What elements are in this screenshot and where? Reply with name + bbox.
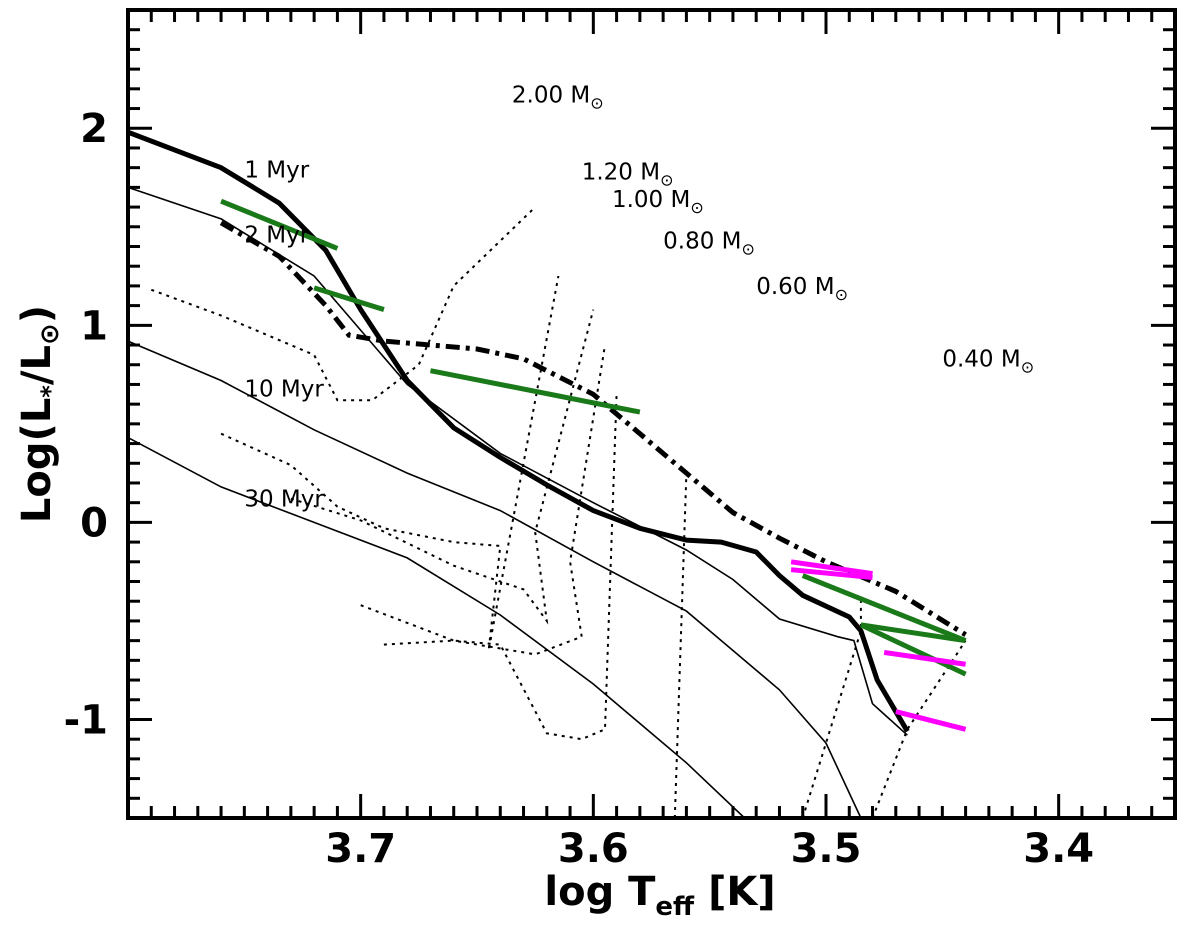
mass-label: 1.00 M⊙ xyxy=(612,187,704,217)
plot-frame xyxy=(126,8,1177,820)
mass-label: 0.40 M⊙ xyxy=(942,347,1034,377)
tick-label-layer: 3.7 3.6 3.5 3.4 2 1 0 -1 xyxy=(64,106,1095,872)
isochrone-layer xyxy=(127,129,967,819)
magenta-segment xyxy=(790,559,873,577)
isochrone-label: 10 Myr xyxy=(244,376,324,402)
green-segment xyxy=(801,573,967,643)
isochrone-line xyxy=(127,340,862,819)
green-segment xyxy=(860,622,966,644)
y-axis-title: Log(L*/L⊙) xyxy=(14,305,65,523)
x-tick-label: 3.4 xyxy=(1023,826,1094,872)
dash-dot-track xyxy=(219,220,967,637)
magenta-segment xyxy=(883,649,966,667)
y-tick-label: 0 xyxy=(80,500,108,546)
x-tick-label: 3.7 xyxy=(325,826,396,872)
green-segment xyxy=(220,198,339,251)
mass-track-0.40 xyxy=(673,473,688,819)
isochrone-label: 1 Myr xyxy=(244,158,309,184)
mass-label: 2.00 M⊙ xyxy=(512,83,604,113)
x-axis-title: log Teff [K] xyxy=(544,869,775,922)
isochrone-line xyxy=(127,186,908,736)
label-layer: 1 Myr 2 Myr 10 Myr 30 Myr 2.00 M⊙ 1.20 M⊙1.00… xyxy=(244,83,1034,513)
mass-track-1.20 xyxy=(220,275,560,651)
mass-track-0.20 xyxy=(801,601,862,819)
green-segment xyxy=(313,285,385,312)
x-tick-label: 3.6 xyxy=(558,826,629,872)
green-segment xyxy=(859,622,967,677)
magenta-segment xyxy=(895,709,967,732)
mass-track-layer xyxy=(150,206,967,819)
x-tick-label: 3.5 xyxy=(791,826,862,872)
y-tick-label: 1 xyxy=(80,303,108,349)
mass-track-2.00 xyxy=(150,206,536,402)
isochrone-label: 30 Myr xyxy=(244,487,324,513)
segment-layer xyxy=(220,198,967,732)
mass-track-1.00 xyxy=(290,309,595,625)
isochrone-label: 2 Myr xyxy=(244,223,309,249)
magenta-segment xyxy=(790,567,873,581)
mass-label: 0.80 M⊙ xyxy=(663,228,755,258)
green-segment xyxy=(429,368,641,415)
y-tick-label: -1 xyxy=(64,697,108,743)
mass-label: 1.20 M⊙ xyxy=(582,159,674,189)
isochrone-line xyxy=(127,436,746,819)
mass-track-0.60 xyxy=(383,394,618,741)
bold-isochrone-line xyxy=(127,129,910,733)
y-tick-label: 2 xyxy=(80,106,108,152)
mass-track-0.80 xyxy=(360,344,606,656)
mass-label: 0.60 M⊙ xyxy=(756,274,848,304)
